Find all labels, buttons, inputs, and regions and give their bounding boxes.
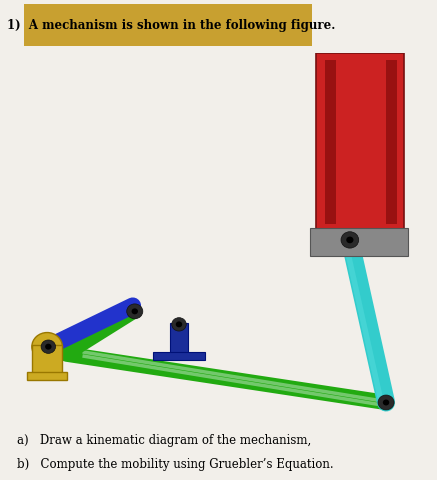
Bar bbox=[153, 351, 205, 360]
Bar bbox=[32, 345, 62, 374]
Circle shape bbox=[42, 342, 52, 351]
Bar bbox=[316, 53, 404, 231]
Text: 1)  A mechanism is shown in the following figure.: 1) A mechanism is shown in the following… bbox=[7, 19, 335, 32]
Bar bbox=[24, 4, 312, 47]
Bar bbox=[325, 60, 336, 224]
Circle shape bbox=[41, 340, 55, 353]
Circle shape bbox=[45, 344, 52, 349]
Bar bbox=[27, 372, 67, 380]
Circle shape bbox=[172, 318, 186, 331]
Circle shape bbox=[378, 395, 394, 410]
Circle shape bbox=[346, 237, 354, 243]
Circle shape bbox=[383, 399, 389, 406]
Circle shape bbox=[176, 322, 182, 327]
Circle shape bbox=[127, 304, 143, 319]
Bar bbox=[386, 60, 397, 224]
Text: a)   Draw a kinematic diagram of the mechanism,: a) Draw a kinematic diagram of the mecha… bbox=[17, 434, 312, 447]
Bar bbox=[310, 228, 408, 255]
Circle shape bbox=[132, 308, 138, 314]
Text: b)   Compute the mobility using Gruebler’s Equation.: b) Compute the mobility using Gruebler’s… bbox=[17, 458, 334, 471]
Circle shape bbox=[341, 232, 359, 248]
Circle shape bbox=[32, 333, 62, 361]
Bar bbox=[170, 323, 188, 354]
